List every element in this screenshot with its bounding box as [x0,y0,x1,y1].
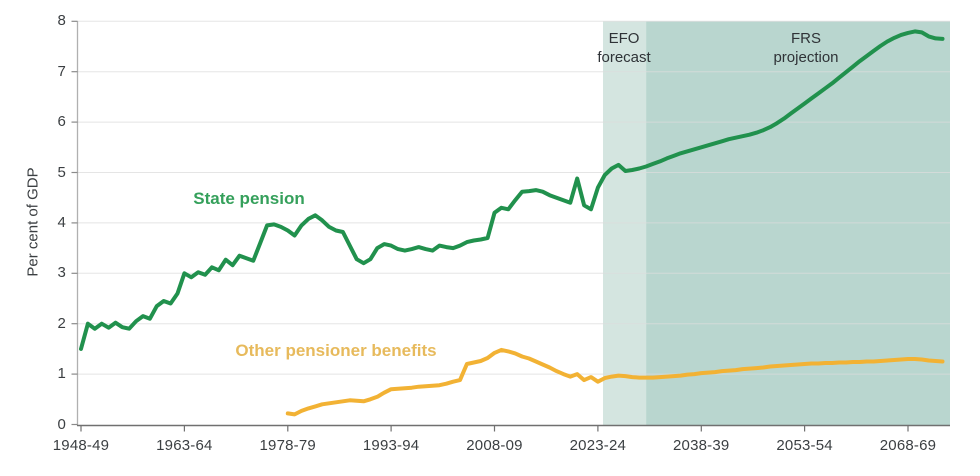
x-tick-label-2008: 2008-09 [466,437,523,454]
y-tick-label-6: 6 [57,113,66,131]
x-tick-label-2023: 2023-24 [569,437,627,454]
efo-forecast-band-label-line1: EFO [608,30,640,47]
state-pension-line [79,29,945,351]
state-pension-series-label: State pension [193,189,305,208]
x-tick-label-1963: 1963-64 [156,437,213,454]
x-tick-label-2053: 2053-54 [776,437,833,454]
y-tick-label-2: 2 [57,314,66,332]
y-tick-label-1: 1 [57,365,66,383]
y-tick-label-3: 3 [57,264,66,282]
y-tick-label-0: 0 [57,415,66,433]
x-tick-label-1993: 1993-94 [362,437,420,454]
x-tick-label-1978: 1978-79 [259,437,316,454]
efo-forecast-band [603,21,647,426]
other-pensioner-benefits-line [285,347,945,417]
efo-forecast-band-label: EFO forecast [554,29,694,67]
efo-forecast-band-label-line2: forecast [597,49,651,66]
frs-projection-band-label-line2: projection [773,49,839,66]
y-tick-label-8: 8 [57,12,66,30]
x-tick-label-1948: 1948-49 [52,437,110,454]
y-tick-label-5: 5 [57,163,66,181]
x-tick-label-2038: 2038-39 [673,437,730,454]
y-tick-label-7: 7 [57,62,66,80]
x-tick-label-2068: 2068-69 [879,437,937,454]
frs-projection-band-label: FRS projection [736,29,876,67]
other-pensioner-benefits-series-label: Other pensioner benefits [235,341,437,360]
frs-projection-band-label-line1: FRS [791,30,821,47]
y-tick-label-4: 4 [57,213,66,231]
